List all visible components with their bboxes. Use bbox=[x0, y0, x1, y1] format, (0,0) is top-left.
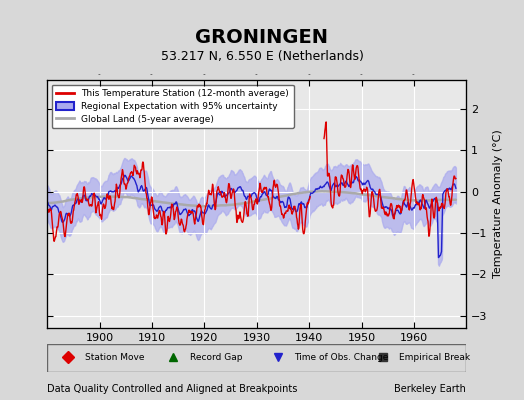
Text: Data Quality Controlled and Aligned at Breakpoints: Data Quality Controlled and Aligned at B… bbox=[47, 384, 298, 394]
Legend: This Temperature Station (12-month average), Regional Expectation with 95% uncer: This Temperature Station (12-month avera… bbox=[52, 84, 294, 128]
Text: 53.217 N, 6.550 E (Netherlands): 53.217 N, 6.550 E (Netherlands) bbox=[160, 50, 364, 63]
Y-axis label: Temperature Anomaly (°C): Temperature Anomaly (°C) bbox=[493, 130, 503, 278]
Text: Time of Obs. Change: Time of Obs. Change bbox=[294, 353, 389, 362]
Text: Berkeley Earth: Berkeley Earth bbox=[395, 384, 466, 394]
Text: Empirical Break: Empirical Break bbox=[399, 353, 471, 362]
Text: Record Gap: Record Gap bbox=[190, 353, 242, 362]
Text: Station Move: Station Move bbox=[85, 353, 145, 362]
Text: GRONINGEN: GRONINGEN bbox=[195, 28, 329, 47]
